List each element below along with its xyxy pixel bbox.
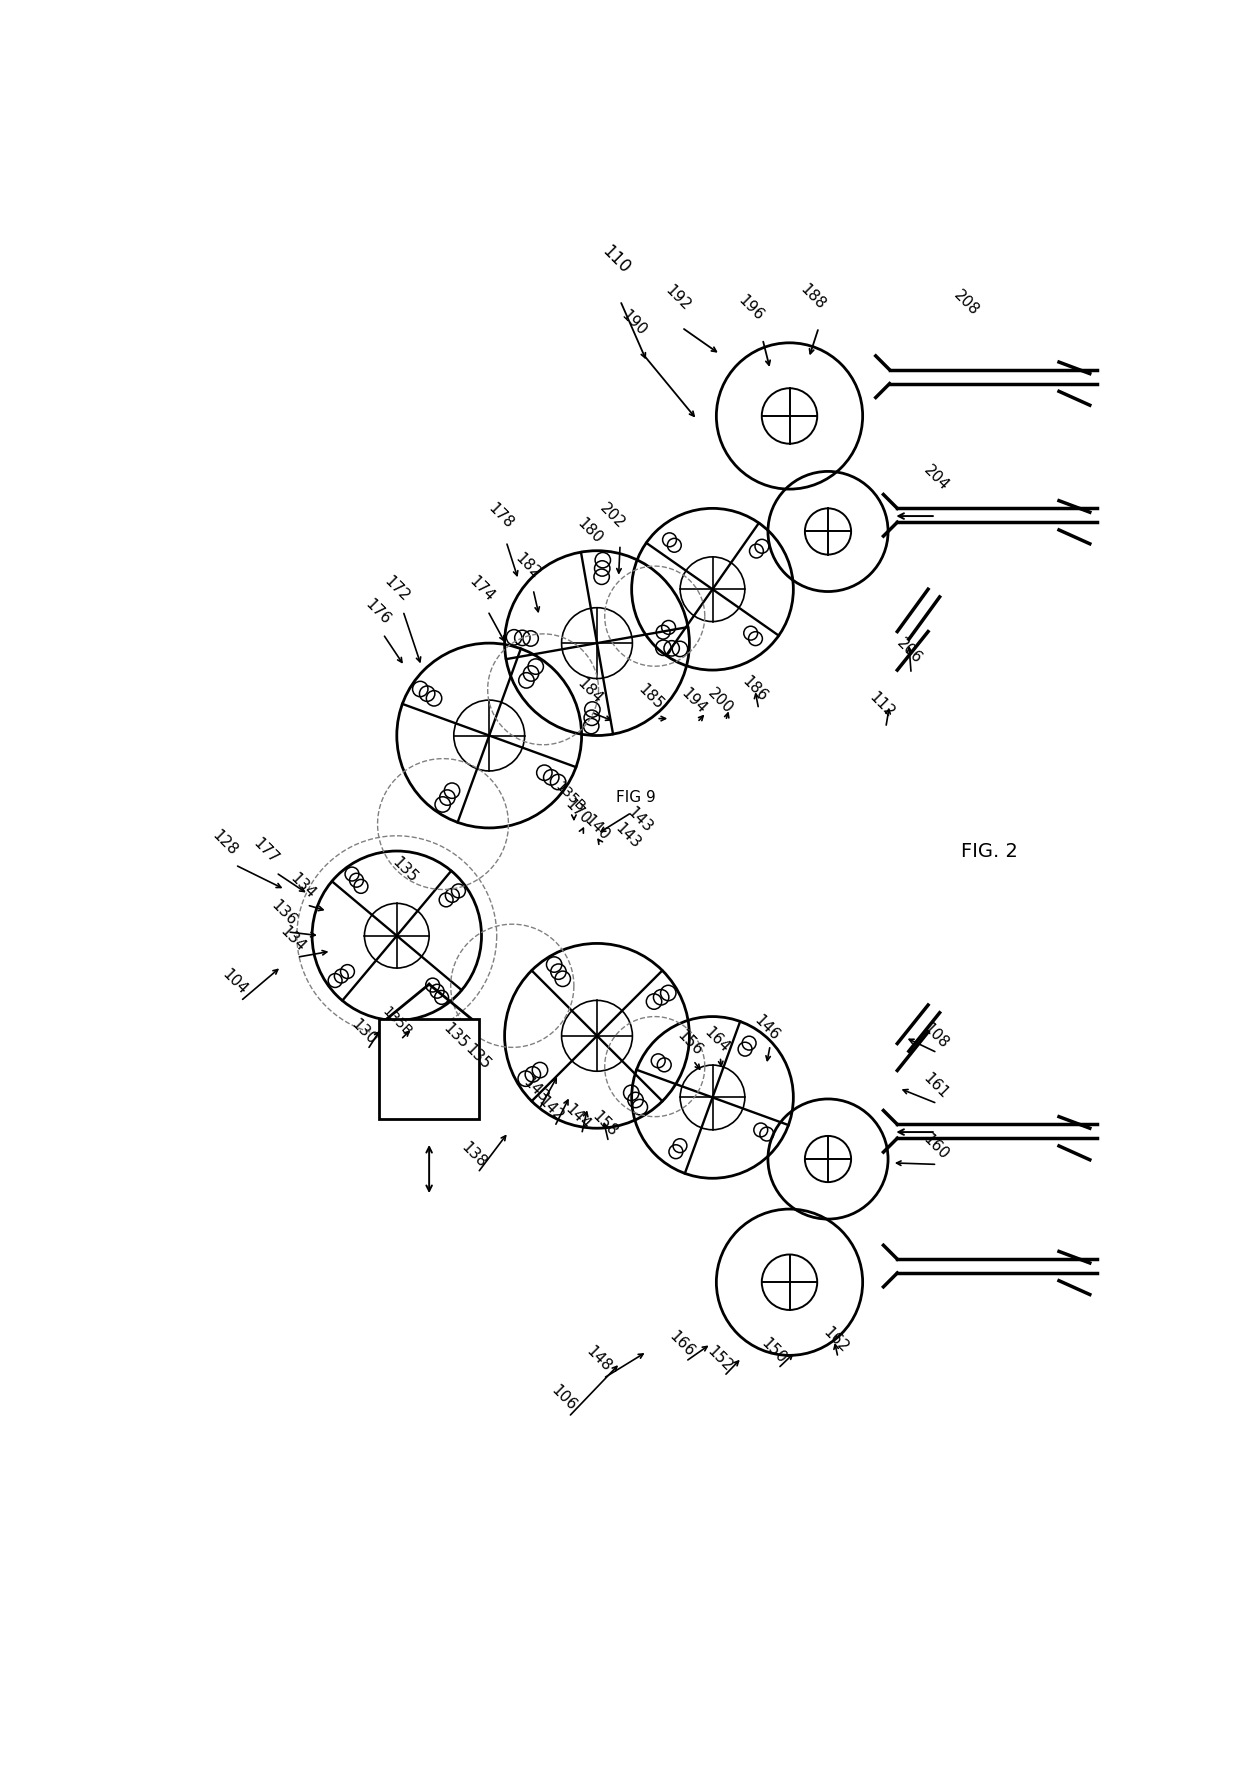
Text: 135: 135 [389, 855, 420, 887]
Text: 204: 204 [920, 463, 951, 493]
Text: 112: 112 [867, 689, 898, 721]
Text: 176: 176 [362, 597, 393, 629]
Text: 208: 208 [951, 288, 982, 318]
Text: 161: 161 [920, 1070, 951, 1102]
Text: 158: 158 [589, 1109, 620, 1139]
Text: 134: 134 [288, 871, 319, 901]
Text: 143: 143 [624, 805, 655, 835]
Text: FIG 9: FIG 9 [615, 789, 656, 805]
Text: 202: 202 [596, 500, 627, 532]
Text: 164: 164 [701, 1024, 732, 1056]
Text: 206: 206 [893, 636, 924, 666]
Text: 134: 134 [278, 924, 309, 955]
Text: 180: 180 [574, 516, 605, 547]
Text: 135B: 135B [379, 1005, 414, 1040]
Text: 162: 162 [820, 1324, 851, 1356]
Text: 135B: 135B [552, 779, 588, 814]
Text: 142: 142 [536, 1093, 567, 1125]
Text: 186: 186 [739, 675, 770, 705]
Text: 160: 160 [920, 1132, 951, 1164]
Text: 182: 182 [512, 551, 543, 581]
Text: 143: 143 [520, 1074, 551, 1106]
Text: 110: 110 [599, 242, 634, 277]
Text: 135: 135 [463, 1042, 494, 1074]
Text: 135: 135 [440, 1021, 471, 1051]
Text: 128: 128 [210, 828, 241, 858]
Text: 200: 200 [704, 685, 735, 717]
Text: 144: 144 [562, 1102, 593, 1132]
Text: 185: 185 [635, 682, 666, 712]
Text: 184: 184 [574, 675, 605, 706]
Bar [379, 1019, 479, 1120]
Text: 177: 177 [250, 835, 281, 867]
Text: 190: 190 [619, 307, 650, 339]
Text: 138: 138 [459, 1139, 490, 1171]
Text: 196: 196 [735, 293, 766, 323]
Text: 152: 152 [704, 1344, 735, 1374]
Text: 130: 130 [348, 1017, 379, 1047]
Text: 174: 174 [466, 574, 497, 604]
Text: FIG. 2: FIG. 2 [961, 842, 1018, 860]
Text: 146: 146 [751, 1012, 782, 1044]
Text: 148: 148 [583, 1344, 614, 1374]
Text: 136: 136 [268, 897, 299, 929]
Text: 140: 140 [582, 812, 613, 844]
Text: 150: 150 [759, 1337, 790, 1367]
Text: 194: 194 [678, 685, 709, 717]
Text: 170: 170 [562, 796, 593, 828]
Text: 108: 108 [920, 1021, 951, 1051]
Text: 104: 104 [219, 966, 250, 998]
Text: 188: 188 [797, 281, 828, 313]
Text: 178: 178 [485, 500, 516, 532]
Text: 156: 156 [673, 1028, 706, 1060]
Text: 106: 106 [548, 1383, 579, 1413]
Text: 166: 166 [666, 1328, 697, 1360]
Text: 143: 143 [613, 819, 644, 851]
Text: 192: 192 [662, 283, 693, 314]
Text: 172: 172 [381, 574, 413, 604]
